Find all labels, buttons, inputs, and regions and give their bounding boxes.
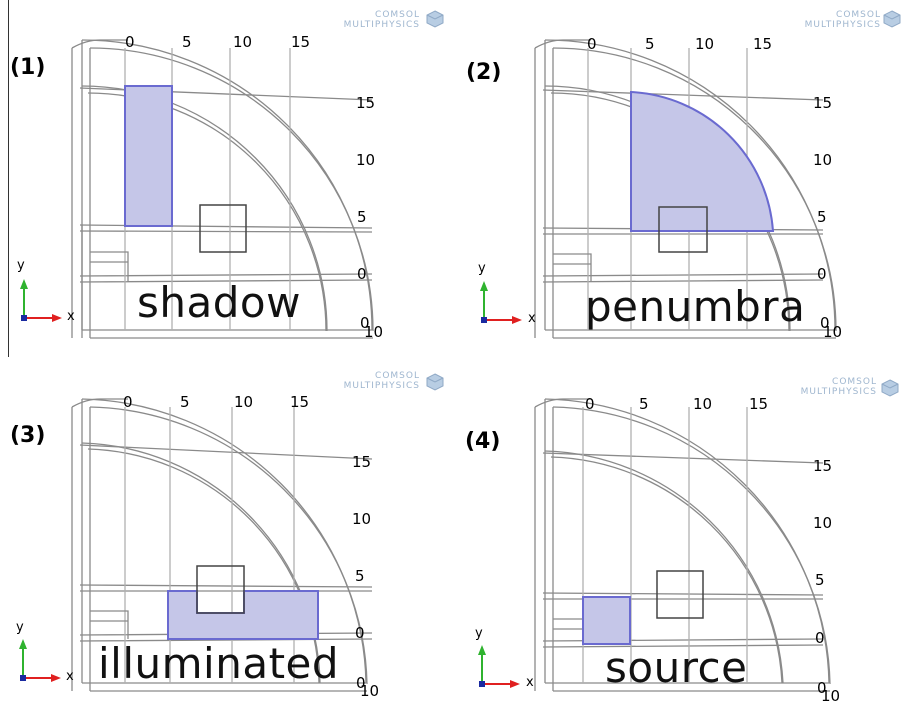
tick-label: 0 [817,679,827,697]
tick-label: 10 [352,510,372,528]
panel-shadow: (1) shadow 0 5 10 15 15 10 5 0 0 10 y x … [0,0,451,351]
panel-caption: shadow [137,278,301,327]
tick-label: 10 [693,395,713,413]
panel-caption: penumbra [585,282,806,331]
panel-caption: illuminated [98,639,340,688]
comsol-cube-icon [881,379,899,397]
tick-label: 10 [821,687,841,705]
tick-label: 15 [749,395,769,413]
tick-label: 0 [355,624,365,642]
tick-label: 15 [290,393,310,411]
axis-triad [478,645,520,688]
tick-label: 5 [357,208,367,226]
panel-number: (3) [10,423,46,448]
comsol-cube-icon [426,10,444,28]
tick-label: 10 [813,151,833,169]
geometry-view [20,39,374,339]
tick-label: 5 [815,571,825,589]
tick-label: 10 [360,682,380,700]
tick-label: 5 [182,33,192,51]
source-region [582,596,631,645]
axis-y-label: y [478,261,486,276]
tick-label: 10 [356,151,376,169]
axis-y-label: y [16,620,24,635]
comsol-logo: COMSOL MULTIPHYSICS [800,377,877,397]
panel-illuminated: (3) illuminated 0 5 10 15 15 10 5 0 0 10… [0,351,451,702]
tick-label: 15 [813,457,833,475]
tick-label: 10 [823,323,843,341]
tick-label: 5 [645,35,655,53]
tick-label: 0 [356,674,366,692]
tick-label: 0 [820,314,830,332]
tick-label: 0 [587,35,597,53]
left-border-line [8,0,9,357]
axis-y-label: y [17,258,25,273]
tick-label: 15 [352,453,372,471]
tick-label: 5 [817,208,827,226]
tick-label: 5 [180,393,190,411]
axis-x-label: x [67,309,75,324]
source-box [658,206,708,253]
tick-label: 15 [753,35,773,53]
panel-penumbra: (2) penumbra 0 5 10 15 15 10 5 0 0 10 y … [451,0,902,351]
axis-triad [20,279,62,322]
source-box [656,570,704,619]
tick-label: 5 [355,567,365,585]
geometry-view [478,398,831,692]
tick-label: 0 [357,265,367,283]
panel-number: (1) [10,55,46,80]
tick-label: 10 [234,393,254,411]
tick-label: 0 [817,265,827,283]
shadow-region [124,85,173,227]
comsol-logo: COMSOL MULTIPHYSICS [343,371,420,391]
panel-source: (4) source 0 5 10 15 15 10 5 0 0 10 y x … [451,351,902,705]
penumbra-region [630,90,775,232]
tick-label: 15 [291,33,311,51]
geometry-view [19,398,373,692]
axis-x-label: x [66,669,74,684]
tick-label: 15 [356,94,376,112]
tick-label: 0 [585,395,595,413]
illuminated-region [167,590,319,640]
tick-label: 10 [364,323,384,341]
axis-x-label: x [526,675,534,690]
comsol-logo: COMSOL MULTIPHYSICS [804,10,881,30]
comsol-cube-icon [426,373,444,391]
panel-number: (2) [466,60,502,85]
axis-triad [480,281,522,324]
comsol-logo: COMSOL MULTIPHYSICS [343,10,420,30]
tick-label: 10 [813,514,833,532]
comsol-cube-icon [883,10,901,28]
panel-caption: source [605,643,748,692]
tick-label: 0 [125,33,135,51]
geometry-view [480,39,837,339]
tick-label: 15 [813,94,833,112]
source-box [199,204,247,253]
tick-label: 0 [123,393,133,411]
axis-x-label: x [528,311,536,326]
panel-number: (4) [465,429,501,454]
axis-triad [19,639,61,682]
source-box [196,565,245,614]
tick-label: 0 [360,314,370,332]
tick-label: 10 [695,35,715,53]
tick-label: 5 [639,395,649,413]
tick-label: 10 [233,33,253,51]
axis-y-label: y [475,626,483,641]
tick-label: 0 [815,629,825,647]
